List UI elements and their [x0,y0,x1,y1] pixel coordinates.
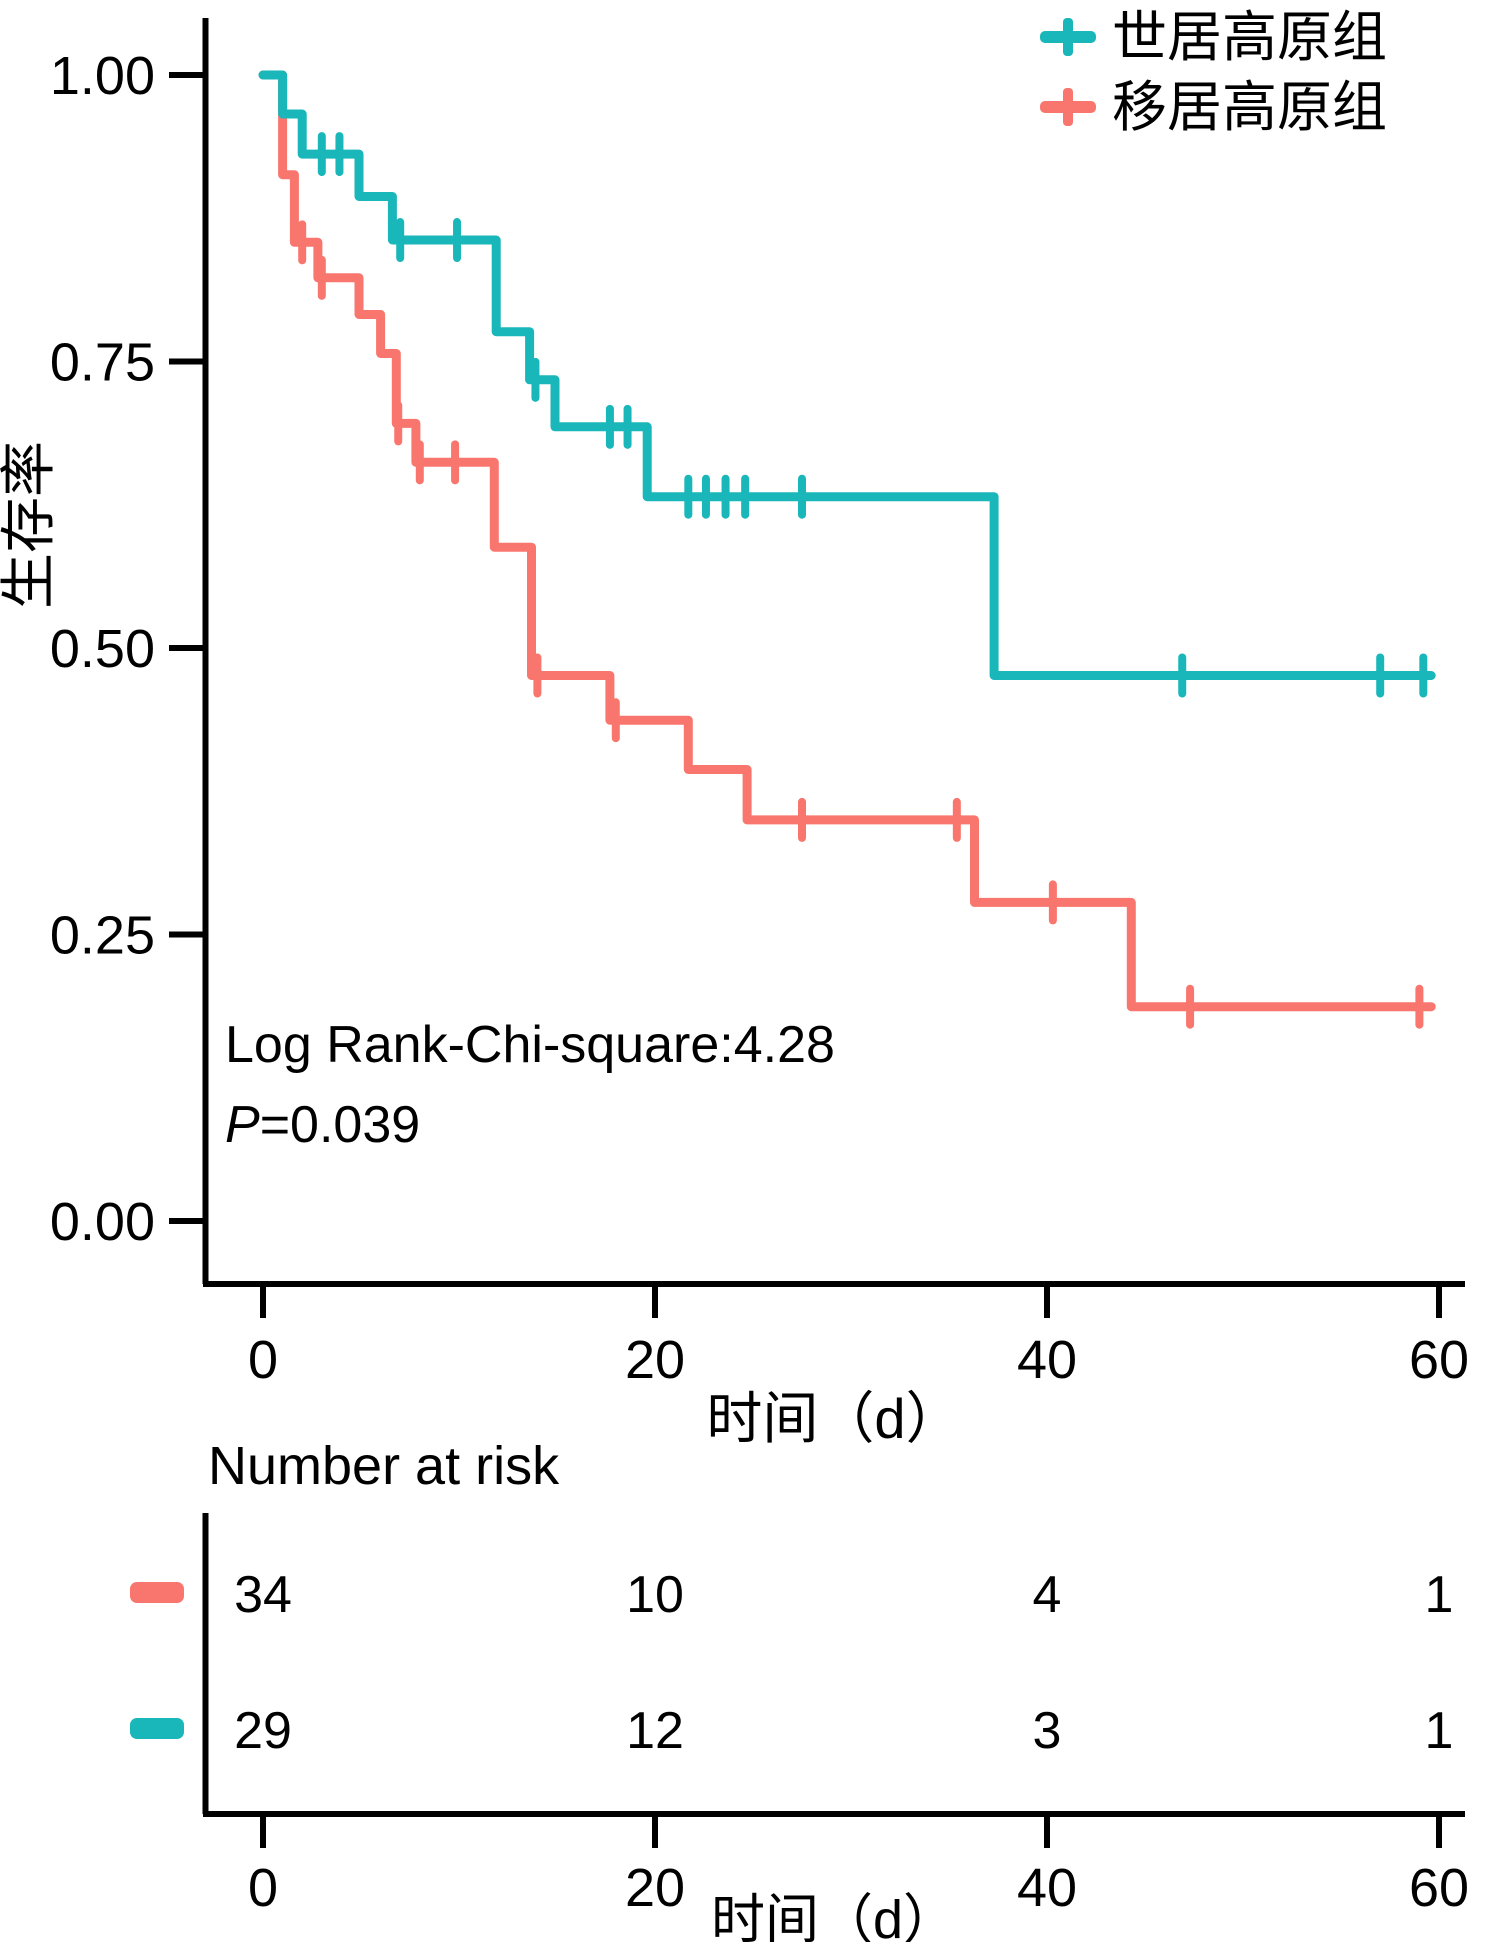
legend-label: 世居高原组 [1112,6,1387,68]
risk-count: 3 [1033,1702,1062,1760]
y-tick-label: 0.50 [50,619,155,679]
y-axis-title: 生存率 [0,441,60,609]
risk-count: 1 [1425,1566,1454,1624]
y-axis: 1.00 0.75 0.50 0.25 0.00 生存率 [0,18,209,1284]
legend-marker-cross-icon [1063,18,1073,56]
legend-marker-cross-icon [1063,88,1073,126]
risk-row-swatch [130,1582,184,1603]
risk-x-tick-label: 0 [248,1858,278,1918]
number-at-risk-table: Number at risk 0 20 40 60 时间（d） 34 10 4 1 29 12 3 1 [130,1436,1469,1942]
risk-x-tick-label: 60 [1409,1858,1469,1918]
series-native [258,70,1436,698]
risk-count: 4 [1033,1566,1062,1624]
x-tick-label: 20 [625,1330,685,1390]
series-migrant [258,70,1436,1029]
x-tick-label: 0 [248,1330,278,1390]
risk-count: 29 [234,1702,292,1760]
stat-annotation: Log Rank-Chi-square:4.28 P=0.039 [225,1016,835,1154]
logrank-text: Log Rank-Chi-square:4.28 [225,1016,835,1074]
risk-count: 12 [626,1702,684,1760]
risk-row: 34 10 4 1 [130,1566,1453,1624]
risk-row: 29 12 3 1 [130,1702,1453,1760]
x-tick-label: 60 [1409,1330,1469,1390]
x-axis-title: 时间（d） [706,1387,961,1450]
risk-count: 34 [234,1566,292,1624]
risk-x-axis-title: 时间（d） [711,1890,957,1942]
risk-x-tick-label: 40 [1017,1858,1077,1918]
risk-row-swatch [130,1718,184,1739]
number-at-risk-title: Number at risk [208,1436,560,1496]
p-value-text: P=0.039 [225,1096,420,1154]
survival-curve [258,70,1436,680]
x-tick-label: 40 [1017,1330,1077,1390]
legend-item: 世居高原组 [1040,6,1387,68]
risk-count: 10 [626,1566,684,1624]
y-tick-label: 1.00 [50,46,155,106]
y-tick-label: 0.25 [50,906,155,966]
risk-x-tick-label: 20 [625,1858,685,1918]
legend-label: 移居高原组 [1112,76,1387,138]
y-tick-label: 0.00 [50,1192,155,1252]
survival-curve [258,70,1436,1012]
legend-item: 移居高原组 [1040,76,1387,138]
y-tick-label: 0.75 [50,333,155,393]
risk-count: 1 [1425,1702,1454,1760]
x-axis: 0 20 40 60 时间（d） [203,1281,1469,1450]
